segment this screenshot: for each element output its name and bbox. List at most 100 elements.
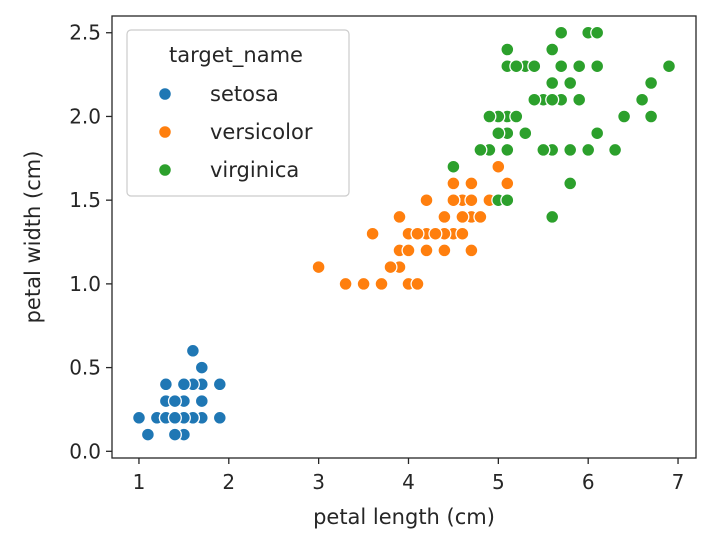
data-point-setosa [140, 427, 155, 442]
data-point-setosa [167, 394, 182, 409]
data-point-versicolor [410, 276, 425, 291]
data-points [131, 25, 677, 442]
data-point-virginica [644, 109, 659, 124]
data-point-versicolor [338, 276, 353, 291]
data-point-versicolor [446, 176, 461, 191]
x-tick-label: 3 [312, 470, 325, 494]
data-point-versicolor [365, 226, 380, 241]
data-point-virginica [473, 142, 488, 157]
data-point-virginica [509, 109, 524, 124]
data-point-virginica [518, 126, 533, 141]
data-point-virginica [617, 109, 632, 124]
data-point-virginica [563, 75, 578, 91]
data-point-versicolor [428, 226, 443, 241]
data-point-virginica [545, 92, 560, 107]
y-tick-label: 1.0 [69, 272, 101, 296]
data-point-virginica [554, 59, 569, 74]
x-tick-label: 1 [133, 470, 146, 494]
data-point-versicolor [374, 276, 389, 291]
data-point-setosa [167, 427, 182, 442]
x-axis-label: petal length (cm) [313, 505, 495, 529]
legend-box [126, 29, 350, 197]
data-point-virginica [581, 142, 596, 157]
data-point-versicolor [356, 276, 371, 291]
y-tick-label: 1.5 [69, 188, 101, 212]
data-point-virginica [572, 92, 587, 107]
data-point-versicolor [401, 243, 416, 258]
legend-marker-versicolor [157, 124, 173, 140]
data-point-virginica [500, 42, 515, 57]
data-point-virginica [644, 75, 659, 91]
y-axis-label: petal width (cm) [21, 151, 45, 324]
data-point-virginica [635, 92, 650, 107]
data-point-virginica [527, 92, 542, 107]
data-point-virginica [527, 59, 542, 74]
data-point-virginica [491, 126, 506, 141]
data-point-versicolor [410, 226, 425, 241]
data-point-versicolor [491, 159, 506, 174]
data-point-virginica [554, 25, 569, 40]
legend-label-setosa: setosa [210, 82, 279, 106]
x-tick-label: 6 [582, 470, 595, 494]
data-point-virginica [482, 109, 497, 124]
x-tick-label: 2 [222, 470, 235, 494]
data-point-virginica [509, 59, 524, 74]
y-tick-label: 0.5 [69, 356, 101, 380]
data-point-virginica [563, 176, 578, 191]
data-point-setosa [185, 343, 200, 358]
data-point-virginica [590, 126, 605, 141]
legend: target_name setosa versicolor virginica [126, 29, 350, 197]
y-tick-label: 0.0 [69, 439, 101, 463]
data-point-virginica [536, 142, 551, 157]
y-axis: 0.0 0.5 1.0 1.5 2.0 2.5 [69, 21, 112, 463]
data-point-versicolor [446, 193, 461, 208]
data-point-versicolor [419, 243, 434, 258]
data-point-versicolor [437, 243, 452, 258]
data-point-virginica [545, 75, 560, 91]
plot-frame [111, 15, 697, 459]
data-point-setosa [194, 360, 209, 375]
x-tick-label: 5 [492, 470, 505, 494]
data-point-virginica [500, 142, 515, 157]
data-point-versicolor [500, 176, 515, 191]
data-point-versicolor [392, 209, 407, 224]
data-point-virginica [590, 25, 605, 40]
data-point-virginica [608, 142, 623, 157]
legend-entries: setosa versicolor virginica [157, 82, 313, 182]
y-tick-label: 2.0 [69, 104, 101, 128]
legend-title: target_name [169, 43, 303, 68]
x-axis: 1 2 3 4 5 6 7 [133, 458, 685, 494]
data-point-versicolor [437, 209, 452, 224]
data-point-virginica [545, 42, 560, 57]
data-point-versicolor [455, 226, 470, 241]
data-point-versicolor [419, 193, 434, 208]
data-point-virginica [572, 59, 587, 74]
data-point-setosa [167, 410, 182, 425]
data-point-virginica [590, 59, 605, 74]
legend-label-versicolor: versicolor [210, 120, 313, 144]
data-point-virginica [563, 142, 578, 157]
legend-marker-setosa [157, 86, 173, 102]
data-point-setosa [212, 410, 227, 425]
data-point-setosa [131, 410, 147, 425]
data-point-versicolor [473, 209, 488, 224]
y-tick-label: 2.5 [69, 21, 101, 45]
data-point-virginica [661, 59, 677, 74]
legend-marker-virginica [157, 162, 173, 178]
data-point-virginica [446, 159, 461, 174]
data-point-versicolor [455, 209, 470, 224]
data-point-virginica [545, 209, 560, 224]
data-point-versicolor [383, 260, 398, 275]
x-tick-label: 4 [402, 470, 415, 494]
data-point-versicolor [464, 193, 479, 208]
data-point-setosa [212, 377, 227, 392]
data-point-versicolor [464, 243, 479, 258]
legend-label-virginica: virginica [210, 158, 299, 182]
data-point-versicolor [464, 176, 479, 191]
data-point-versicolor [311, 260, 326, 275]
data-point-setosa [158, 377, 173, 392]
x-tick-label: 7 [672, 470, 685, 494]
data-point-setosa [194, 394, 209, 409]
data-point-virginica [500, 193, 515, 208]
